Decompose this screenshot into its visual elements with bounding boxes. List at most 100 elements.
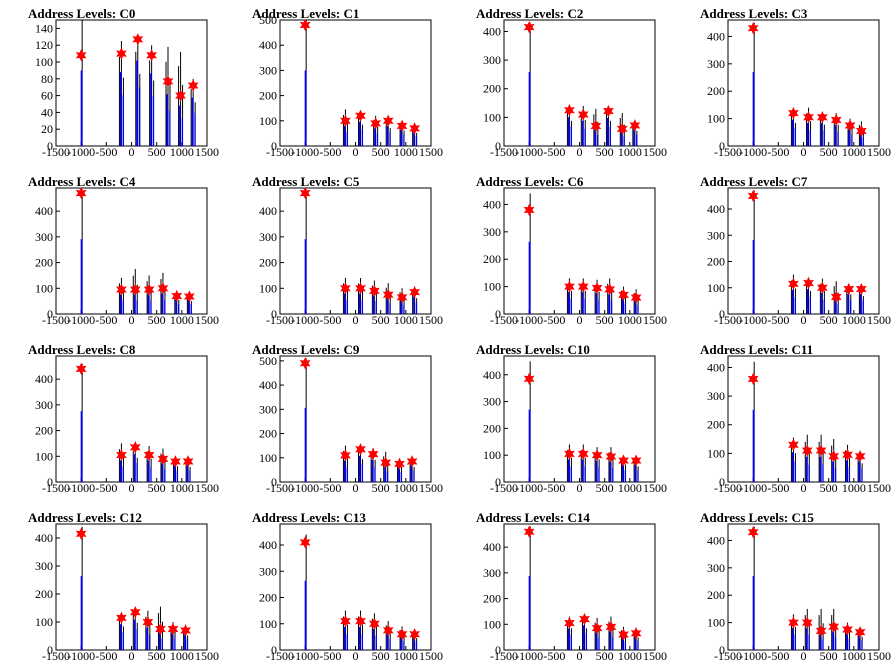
x-tick-label: -1500 (714, 145, 742, 159)
y-tick-label: 100 (259, 451, 277, 465)
peak-1 (564, 444, 575, 482)
peak-bar (133, 294, 136, 314)
peak-bar (122, 95, 124, 146)
x-tick-label: 0 (801, 649, 807, 663)
y-tick-label: 200 (483, 592, 501, 606)
peak-marker (355, 109, 366, 123)
y-tick-label: 200 (483, 82, 501, 96)
peak-bar (346, 467, 348, 482)
peak-marker (180, 624, 192, 637)
peak-marker (591, 621, 603, 635)
plot-frame (279, 19, 432, 147)
peak-marker (187, 79, 199, 92)
peak-bar (304, 580, 307, 650)
histogram-panel-4: Address Levels: C4 0 100 200 300 400 -1500 -100… (0, 168, 224, 336)
x-tick-label: 1000 (842, 481, 866, 495)
peak-marker (299, 186, 311, 200)
peak-bar (346, 634, 348, 650)
peak-bar (622, 637, 624, 650)
peak-bar (567, 459, 570, 482)
peak-1 (788, 106, 799, 146)
peak-bar (372, 629, 375, 650)
peak-5 (175, 51, 186, 146)
peak-marker (801, 616, 813, 629)
y-tick-label: 0 (271, 139, 277, 153)
peak-bar (819, 634, 822, 650)
peak-bar (859, 294, 862, 314)
peak-6 (855, 282, 867, 314)
peak-bar (136, 462, 138, 482)
peak-bar (567, 628, 570, 650)
peak-marker (788, 438, 799, 452)
peak-bar (415, 136, 418, 146)
x-tick-label: -1000 (67, 649, 95, 663)
peak-6 (629, 119, 641, 146)
y-tick-label: 200 (707, 588, 725, 602)
y-tick-label: 300 (483, 53, 501, 67)
x-tick-label: 0 (577, 145, 583, 159)
peak-marker (155, 622, 166, 636)
x-tick-label: 1000 (618, 313, 642, 327)
x-tick-label: 500 (820, 313, 838, 327)
x-tick-label: -1500 (490, 145, 518, 159)
peak-marker (803, 276, 814, 290)
peak-marker (564, 447, 575, 461)
peak-2 (355, 278, 366, 314)
chart-title: Address Levels: C1 (252, 6, 359, 21)
histogram-panel-13: Address Levels: C13 0 100 200 300 400 -1500 -10… (224, 504, 448, 672)
peak-bar (791, 452, 794, 482)
peak-bar (400, 300, 403, 314)
y-tick-label: 100 (35, 449, 53, 463)
x-tick-label: 500 (820, 649, 838, 663)
peak-2 (355, 443, 366, 482)
histogram-svg: Address Levels: C6 0 100 200 300 400 -1500-100… (476, 174, 667, 327)
peak-marker (629, 119, 641, 132)
x-tick-label: -1000 (515, 649, 543, 663)
y-tick-label: 400 (259, 204, 277, 218)
peak-bar (822, 464, 824, 482)
peak-bar (119, 460, 122, 482)
peak-marker (523, 203, 535, 217)
peak-bar (624, 470, 626, 482)
histogram-svg: Address Levels: C90100200300400500-1500-… (252, 342, 443, 495)
x-tick-label: -1500 (714, 481, 742, 495)
peak-4 (828, 439, 840, 482)
peak-5 (396, 626, 408, 650)
peak-bar (194, 112, 196, 146)
peak-marker (370, 117, 382, 130)
x-tick-label: -500 (767, 481, 789, 495)
peak-6 (854, 625, 866, 650)
y-tick-label: 400 (483, 197, 501, 211)
peak-bar (169, 110, 171, 146)
peak-bar (119, 72, 122, 146)
peak-marker (828, 620, 840, 633)
peak-marker (394, 457, 405, 471)
peak-marker (75, 362, 87, 376)
x-tick-label: -1500 (490, 481, 518, 495)
peak-bar (413, 131, 415, 146)
peak-marker (382, 114, 394, 128)
peak-marker (116, 47, 127, 60)
peak-bar (161, 638, 163, 650)
peak-marker (409, 285, 421, 299)
peak-bar (594, 129, 596, 146)
peak-1 (340, 109, 351, 146)
peak-bar (612, 467, 614, 482)
y-tick-label: 0 (495, 139, 501, 153)
peak-bar (146, 627, 148, 650)
peak-bar (171, 633, 174, 650)
peak-1 (340, 278, 351, 314)
peak-marker (844, 119, 856, 132)
x-tick-label: -500 (319, 313, 341, 327)
x-tick-label: 1500 (195, 649, 219, 663)
peak-marker (591, 448, 603, 462)
peak-bar (80, 239, 83, 314)
peak-marker (75, 527, 87, 541)
peak-bar (359, 626, 361, 650)
peak-6 (855, 121, 867, 146)
peak-bar (122, 300, 124, 314)
y-tick-label: 300 (707, 228, 725, 242)
y-tick-label: 400 (259, 38, 277, 52)
peak-0 (299, 357, 311, 482)
peak-bar (410, 465, 413, 482)
